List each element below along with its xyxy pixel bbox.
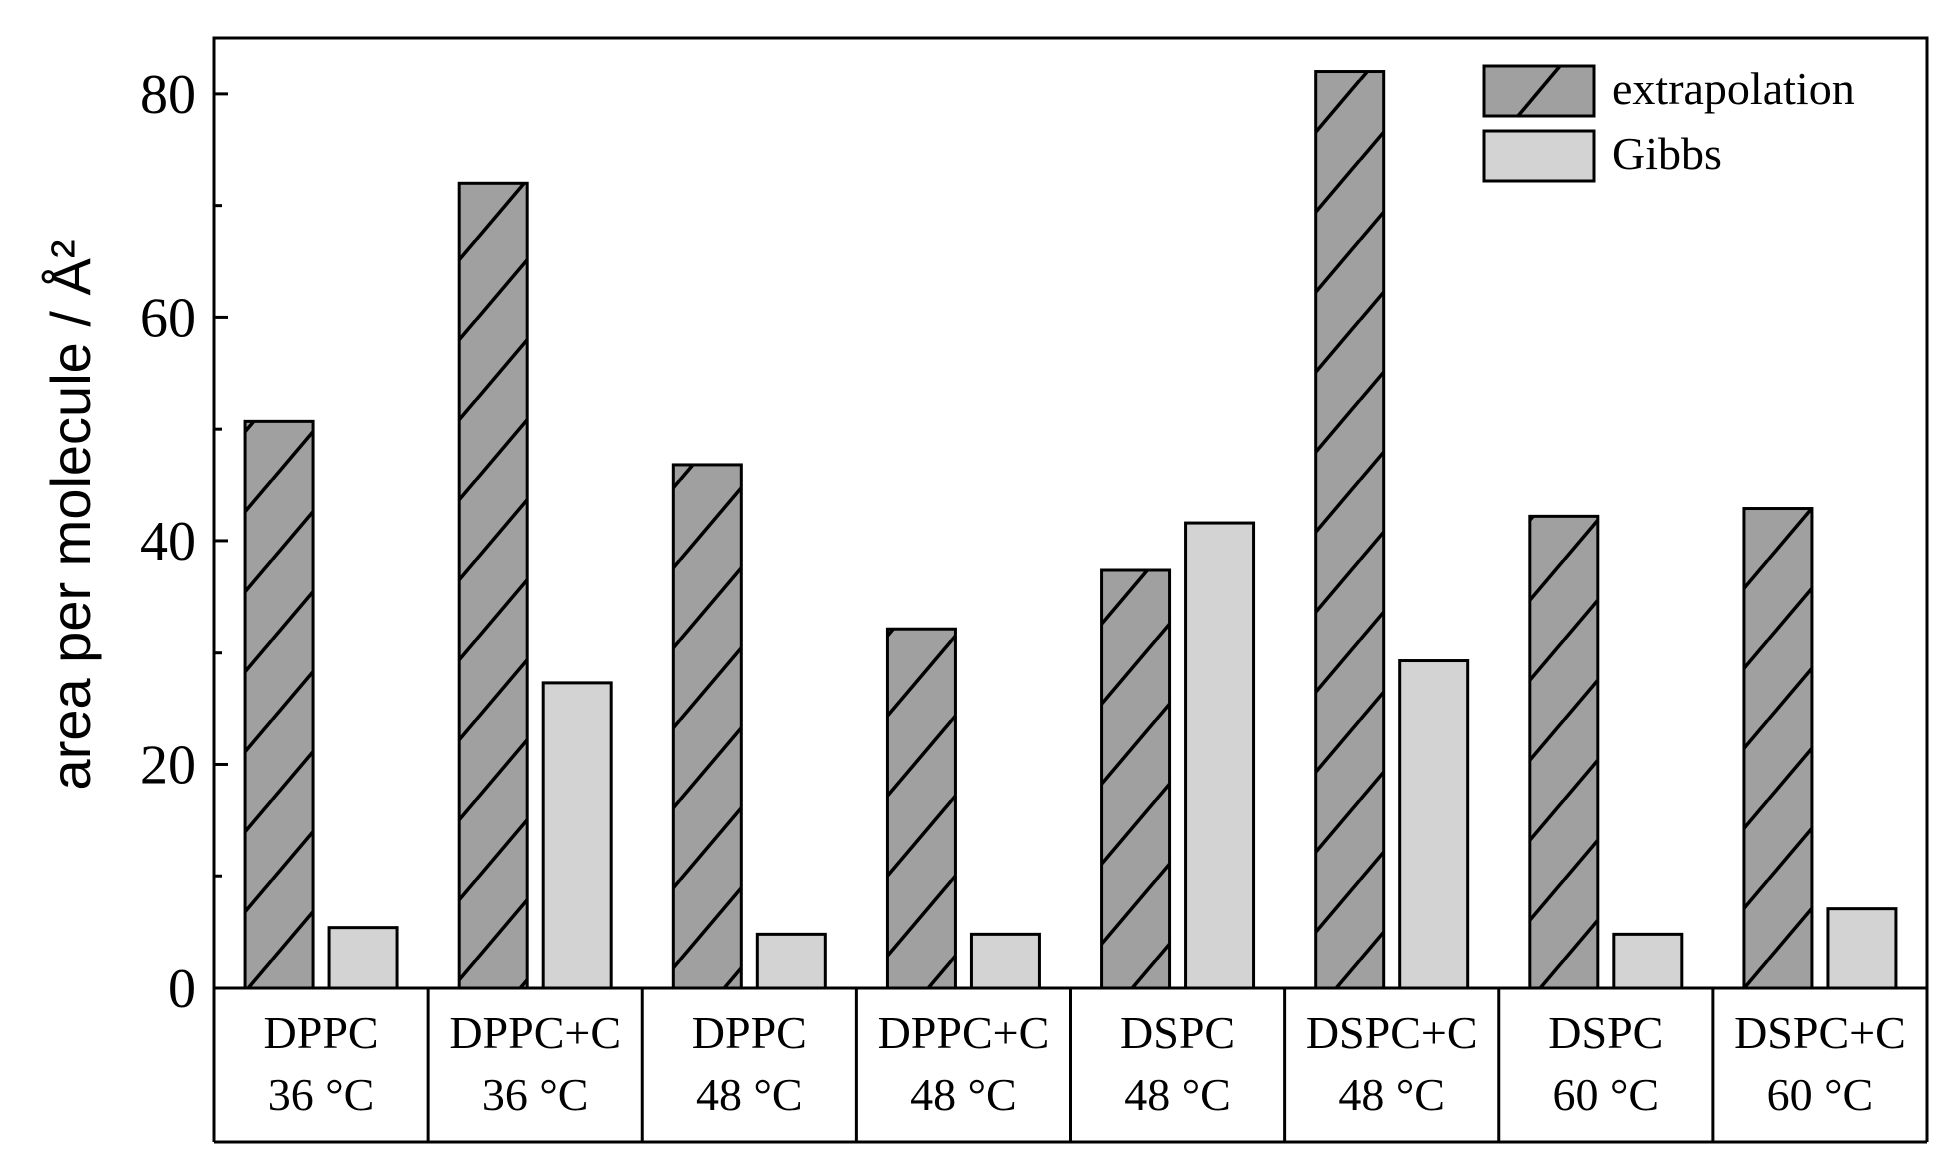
bar-extrapolation-8 xyxy=(1742,507,1814,990)
legend-label-gibbs: Gibbs xyxy=(1612,128,1722,179)
y-axis: 0 20 40 60 80 xyxy=(140,64,228,1020)
bar-extrapolation-4 xyxy=(885,627,957,990)
category-label-sample: DPPC+C xyxy=(449,1007,621,1058)
legend-label-extrapolation: extrapolation xyxy=(1612,63,1855,114)
category-label-temperature: 48 °C xyxy=(1124,1069,1231,1120)
category-label-sample: DPPC+C xyxy=(878,1007,1050,1058)
bar-extrapolation-7 xyxy=(1528,514,1600,990)
plot-frame xyxy=(212,36,1929,990)
y-tick-label: 80 xyxy=(140,64,196,126)
category-label-temperature: 60 °C xyxy=(1553,1069,1660,1120)
category-label-temperature: 48 °C xyxy=(1338,1069,1445,1120)
category-label-sample: DPPC xyxy=(692,1007,807,1058)
category-label-temperature: 60 °C xyxy=(1767,1069,1874,1120)
bar-gibbs-1 xyxy=(327,926,399,990)
legend-swatch-gibbs xyxy=(1482,129,1596,183)
bar-gibbs-4 xyxy=(969,932,1041,990)
bar-extrapolation-3 xyxy=(671,463,743,990)
y-tick-label: 0 xyxy=(168,958,196,1020)
category-table: DPPC 36 °C DPPC+C 36 °C DPPC 48 °C DPPC+C 48 °C… xyxy=(212,988,1929,1144)
bar-gibbs-6 xyxy=(1398,659,1470,990)
category-label-sample: DSPC xyxy=(1120,1007,1235,1058)
category-label-sample: DSPC xyxy=(1548,1007,1663,1058)
bar-extrapolation-2 xyxy=(457,181,529,990)
category-label-sample: DSPC+C xyxy=(1306,1007,1478,1058)
y-axis-title: area per molecule / Å² xyxy=(39,240,102,791)
category-label-temperature: 36 °C xyxy=(482,1069,589,1120)
y-tick-label: 40 xyxy=(140,511,196,573)
category-label-sample: DSPC+C xyxy=(1734,1007,1906,1058)
legend: extrapolation Gibbs xyxy=(1482,63,1855,183)
y-tick-label: 60 xyxy=(140,287,196,349)
bar-gibbs-3 xyxy=(755,932,827,990)
category-label-sample: DPPC xyxy=(264,1007,379,1058)
bar-gibbs-8 xyxy=(1826,907,1898,990)
category-label-temperature: 48 °C xyxy=(696,1069,803,1120)
bar-gibbs-2 xyxy=(541,681,613,990)
bar-extrapolation-6 xyxy=(1314,70,1386,990)
bar-extrapolation-1 xyxy=(243,419,315,990)
legend-hatch-line xyxy=(1516,64,1562,118)
bar-extrapolation-5 xyxy=(1100,568,1172,990)
bars xyxy=(243,70,1898,990)
y-tick-label: 20 xyxy=(140,734,196,796)
bar-gibbs-7 xyxy=(1612,932,1684,990)
bar-gibbs-5 xyxy=(1184,521,1256,990)
category-label-temperature: 36 °C xyxy=(268,1069,375,1120)
category-label-temperature: 48 °C xyxy=(910,1069,1017,1120)
